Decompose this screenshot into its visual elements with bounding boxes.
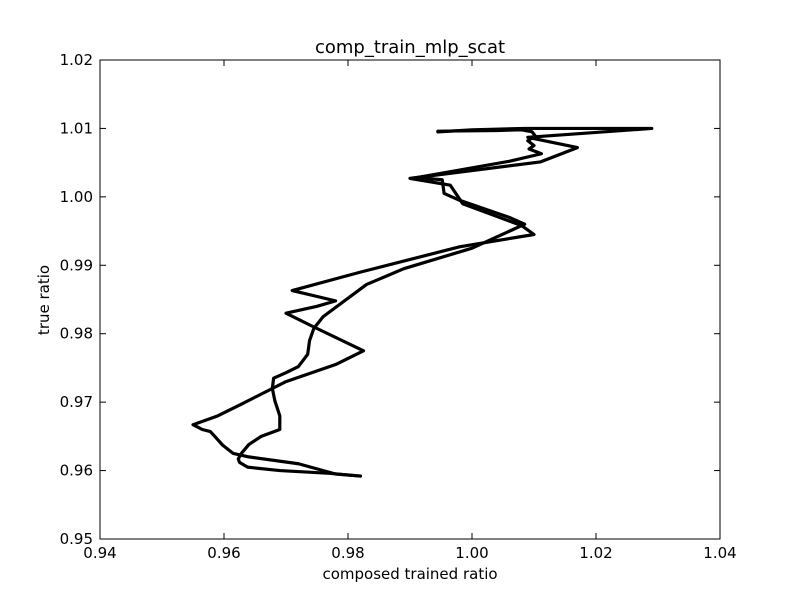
x-tick-label: 1.00 xyxy=(455,544,488,562)
y-axis: 0.95 0.96 0.97 0.98 0.99 1.00 1.01 1.02 xyxy=(60,51,720,548)
plot-area xyxy=(191,126,654,478)
x-tick-label: 0.94 xyxy=(83,544,116,562)
x-axis: 0.94 0.96 0.98 1.00 1.02 1.04 xyxy=(83,60,737,562)
y-tick-label: 0.96 xyxy=(60,462,93,480)
y-tick-label: 0.97 xyxy=(60,393,93,411)
chart-title: comp_train_mlp_scat xyxy=(315,37,505,58)
series-line-2 xyxy=(191,126,654,478)
y-tick-label: 0.99 xyxy=(60,256,93,274)
series-line-1 xyxy=(236,128,544,478)
axes-frame xyxy=(99,59,721,540)
x-tick-label: 0.96 xyxy=(207,544,240,562)
x-axis-label: composed trained ratio xyxy=(322,565,497,583)
x-tick-label: 1.02 xyxy=(579,544,612,562)
y-axis-label: true ratio xyxy=(35,265,53,335)
y-tick-label: 1.01 xyxy=(60,119,93,137)
y-tick-label: 1.00 xyxy=(60,188,93,206)
y-tick-label: 1.02 xyxy=(60,51,93,69)
x-tick-label: 1.04 xyxy=(703,544,736,562)
x-tick-label: 0.98 xyxy=(331,544,364,562)
y-tick-label: 0.95 xyxy=(60,530,93,548)
y-tick-label: 0.98 xyxy=(60,325,93,343)
